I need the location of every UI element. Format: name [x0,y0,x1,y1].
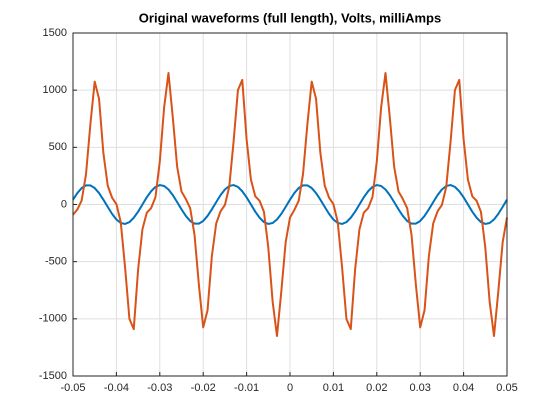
x-tick-label: 0.02 [366,382,387,394]
data-line [72,72,508,337]
x-tick-label: -0.04 [104,382,129,394]
x-tick-label: -0.05 [60,382,85,394]
x-tick-label: -0.03 [147,382,172,394]
x-tick-label: 0 [287,382,293,394]
x-tick-label: 0.04 [453,382,474,394]
y-tick-label: 1500 [43,27,67,39]
x-tick-label: -0.01 [234,382,259,394]
x-tick-label: -0.02 [191,382,216,394]
y-tick-label: 500 [49,141,67,153]
y-tick-label: -500 [45,256,67,268]
y-tick-label: -1000 [39,313,67,325]
y-tick-label: 1000 [43,84,67,96]
x-tick-label: 0.03 [409,382,430,394]
x-tick-label: 0.05 [496,382,517,394]
y-tick-label: -1500 [39,370,67,382]
data-line [72,184,508,225]
axes-box [72,32,508,377]
chart-title: Original waveforms (full length), Volts,… [139,10,441,25]
y-tick-label: 0 [61,198,67,210]
x-tick-label: 0.01 [323,382,344,394]
